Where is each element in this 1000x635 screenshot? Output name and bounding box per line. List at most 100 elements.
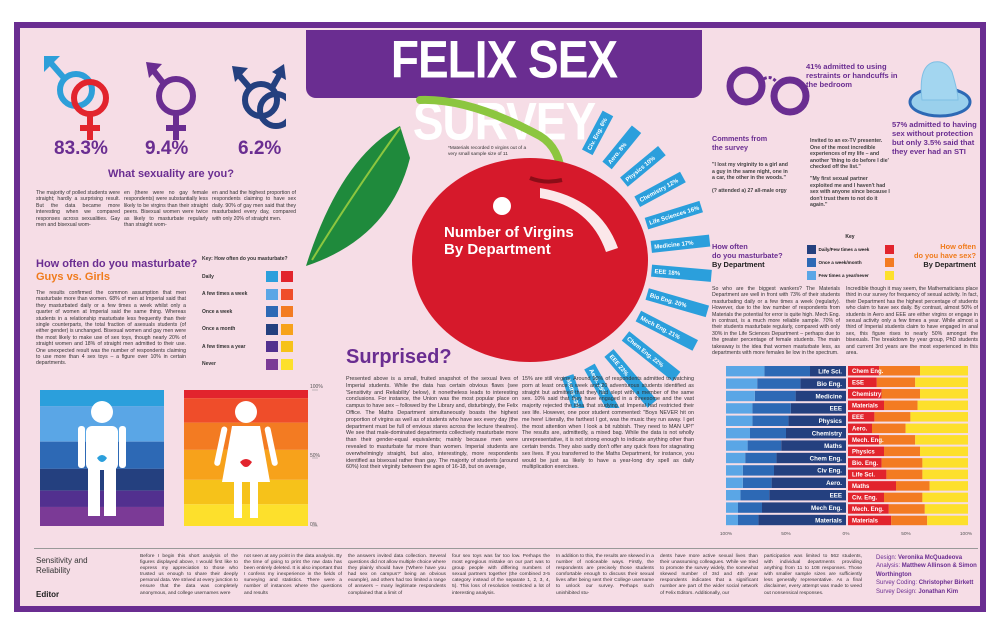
virgin-bar: [621, 331, 681, 382]
dept-left-label: Medicine: [816, 393, 843, 400]
dept-right-bar: [920, 389, 968, 399]
dept-right-bar: [924, 504, 968, 514]
dept-right-label: Bio. Eng.: [852, 461, 878, 467]
dept-key-row: Few times a year/never: [800, 269, 900, 282]
dept-right-label: Materials: [852, 519, 879, 525]
dept-right-label: Aero.: [852, 427, 868, 433]
male-swatch: [266, 358, 278, 370]
dept-left-label: Bio Eng.: [817, 381, 842, 388]
dept-right-label: Materials: [852, 404, 879, 410]
sexuality-heading: What sexuality are you?: [108, 168, 234, 180]
key-label: A few times a week: [202, 291, 248, 298]
dept-right-label: EEE: [852, 415, 864, 421]
virgins-title-line1: Number of Virgins: [444, 224, 574, 241]
virgin-bar-group: Civ. Eng. 6%: [581, 110, 614, 156]
masturbation-key: Key: How often do you masturbate? Daily A…: [202, 256, 302, 373]
dept-left-bar: [726, 440, 748, 451]
dept-right-bar: [905, 423, 968, 434]
dept-axis-tick: 50%: [781, 531, 791, 537]
dept-left-bar: [726, 465, 743, 476]
dept-left-bar: [752, 403, 791, 414]
dept-key-label: Once a week/month: [818, 260, 862, 265]
dept-left-bar: [726, 366, 765, 377]
reliability-text-col: not seen at any point in the data analys…: [244, 554, 342, 596]
dept-left-label: Life Sci.: [818, 369, 842, 376]
dept-axis-tick: 0%: [843, 531, 851, 537]
dept-left-bar: [764, 366, 810, 377]
key-row: Once a month: [202, 321, 302, 339]
virgin-bar-label: EEE 18%: [654, 269, 681, 277]
virgin-bar: [581, 110, 614, 156]
band: [40, 468, 164, 491]
dept-left-bar: [738, 502, 762, 513]
right-swatch: [884, 258, 894, 267]
dept-right-bar: [922, 492, 968, 503]
sexuality-text-col1: The majority of polled students were str…: [36, 190, 120, 229]
comment-quote-2: Invited to an ex-TV presenter. One of th…: [810, 138, 889, 171]
dept-right-label: Mech. Eng.: [852, 438, 884, 444]
dept-left-bar: [740, 490, 770, 501]
dept-right-bar: [886, 469, 923, 480]
dept-right-bar: [848, 515, 892, 526]
credit-name: Christopher Birkett: [918, 580, 974, 587]
comment-attr-1: (? attended a) 27 all-male orgy: [712, 188, 787, 194]
dept-left-bar: [795, 390, 846, 402]
dept-right-bar: [872, 423, 906, 434]
dept-right-bar: [848, 492, 884, 503]
band: [184, 479, 308, 505]
dept-key-row: Daily/Few times a week: [800, 243, 900, 256]
credit-role: Analysis:: [876, 563, 901, 570]
dept-left-bar: [745, 452, 777, 464]
dept-left-bar: [757, 378, 801, 389]
credit-line: Design: Veronika McQuadeova: [876, 554, 980, 562]
band: [40, 506, 164, 526]
credit-name: Jonathan Kim: [918, 588, 959, 595]
male-swatch: [266, 306, 278, 318]
dept-right-bar: [848, 504, 889, 514]
credit-line: Analysis: Matthew Allinson & Simon Worth…: [876, 562, 980, 579]
gender-masturbation-chart: [40, 389, 318, 527]
female-swatch: [281, 341, 293, 353]
cherry-illustration: [306, 95, 648, 362]
dept-key-label: Few times a year/never: [818, 273, 869, 278]
dept-right-bar: [915, 377, 968, 388]
sensitivity-heading: Sensitivity and Reliability: [36, 556, 88, 575]
dept-left-label: Chemistry: [812, 431, 843, 438]
dept-left-label: EEE: [830, 406, 842, 413]
male-swatch: [266, 341, 278, 353]
axis-tick: 0%: [310, 522, 318, 528]
cherry-stem: [416, 95, 566, 182]
poster: FELIX SEX SURVEY 83.3% 9.4% 6.2%: [14, 22, 986, 612]
virgins-note: *Materials recorded 0 virgins out of a v…: [448, 146, 527, 157]
dept-left-bar: [726, 428, 750, 439]
right-swatch: [884, 271, 894, 280]
dept-left-label: Chem Eng.: [810, 455, 843, 462]
key-title: Key: How often do you masturbate?: [202, 256, 288, 262]
virgins-title-line2: By Department: [444, 241, 551, 258]
credit-line: Survey Design: Jonathan Kim: [876, 588, 980, 596]
lesbian-percent: 9.4%: [145, 138, 189, 159]
key-label: Daily: [202, 273, 214, 280]
virgin-bar-group: Life Sciences 16%: [644, 200, 703, 230]
dept-right-bar: [848, 481, 896, 491]
virgins-radial-chart: Civ. Eng. 6%Aero. 8%Physics 10%Chemistry…: [561, 110, 712, 408]
key-label: Once a week: [202, 308, 233, 315]
dept-left-bar: [771, 477, 846, 488]
virgin-bar-label: Chem Eng. 22%: [625, 336, 664, 369]
virgin-bar-group: EEE 18%: [651, 264, 712, 282]
virgin-bar: [644, 200, 703, 230]
dept-right-bar: [848, 423, 872, 434]
dept-right-bar: [848, 412, 875, 422]
title-banner: [306, 30, 702, 98]
dept-left-bar: [738, 514, 759, 526]
band: [184, 390, 308, 399]
department-butterfly-chart: Life Sci. Bio Eng. Medicine EEE Physics Chemi…: [720, 366, 973, 537]
dept-right-bar: [917, 400, 968, 411]
dept-right-bar: [929, 481, 968, 491]
virgin-bar-group: Aero. 8%: [602, 125, 642, 170]
reliability-text-col: Before I begin this short analysis of th…: [140, 554, 238, 596]
comment-quote-3: "My first sexual partner exploited me an…: [810, 176, 890, 209]
dept-right-bar: [848, 389, 882, 399]
dept-left-bar: [726, 502, 738, 513]
dept-axis-tick: 50%: [901, 531, 911, 537]
